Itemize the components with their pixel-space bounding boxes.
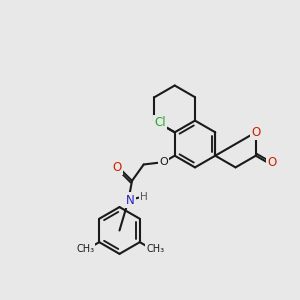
Text: O: O [251,126,260,139]
Text: H: H [140,192,148,202]
Text: CH₃: CH₃ [76,244,94,254]
Text: O: O [159,157,168,167]
Text: N: N [126,194,134,206]
Text: O: O [267,156,276,169]
Text: CH₃: CH₃ [146,244,164,254]
Text: O: O [113,161,122,174]
Text: Cl: Cl [154,116,166,129]
